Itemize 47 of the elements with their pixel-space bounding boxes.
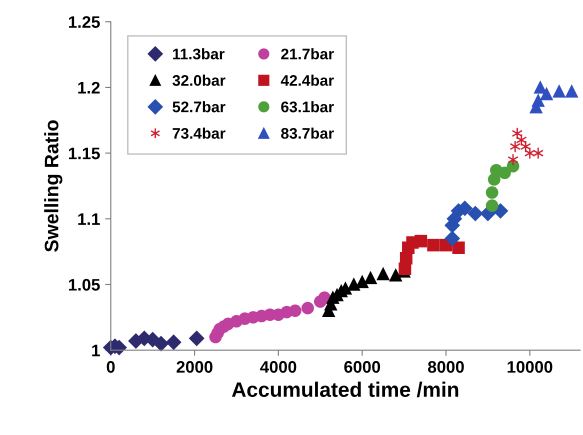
point (364, 272, 377, 284)
point (486, 199, 498, 212)
y-axis-title: Swelling Ratio (44, 120, 62, 252)
x-tick-label: 0 (106, 361, 115, 373)
legend-label: 32.0bar (172, 74, 226, 86)
point (318, 291, 331, 304)
point (189, 330, 204, 346)
point (356, 276, 368, 288)
point (288, 304, 302, 318)
x-tick-label: 4000 (260, 361, 296, 373)
x-axis-title: Accumulated time /min (232, 382, 458, 398)
point (540, 88, 553, 100)
point (565, 85, 578, 98)
legend-label: 63.1bar (281, 101, 334, 112)
point (552, 85, 566, 98)
point (153, 336, 169, 352)
point (301, 302, 314, 314)
point (468, 206, 483, 222)
point (532, 94, 544, 107)
y-tick-label: 1.1 (78, 213, 100, 225)
point (348, 278, 360, 291)
legend-label: 11.3bar (173, 48, 225, 60)
y-tick-label: 1.2 (78, 82, 100, 94)
legend-label: 73.4bar (172, 128, 226, 139)
point (414, 234, 428, 248)
point (389, 269, 402, 282)
x-tick-label: 6000 (344, 361, 380, 373)
x-tick-label: 2000 (176, 361, 212, 373)
point (166, 334, 182, 350)
legend-label: 52.7bar (172, 101, 226, 112)
y-tick-label: 1.25 (68, 16, 100, 28)
point (532, 146, 544, 160)
point (427, 238, 440, 252)
y-tick-label: 1.05 (68, 278, 100, 291)
point (510, 140, 521, 153)
legend-label: 21.7bar (281, 48, 334, 60)
point (452, 241, 465, 254)
x-tick-label: 10000 (508, 361, 552, 373)
point (444, 230, 460, 246)
legend-label: 42.4bar (280, 74, 334, 86)
point (498, 166, 511, 180)
point (376, 268, 390, 280)
y-tick-label: 1.15 (68, 148, 100, 160)
y-tick-label: 1 (92, 344, 100, 356)
point (486, 186, 498, 199)
legend-label: 83.7bar (281, 128, 334, 139)
x-tick-label: 8000 (428, 361, 464, 373)
